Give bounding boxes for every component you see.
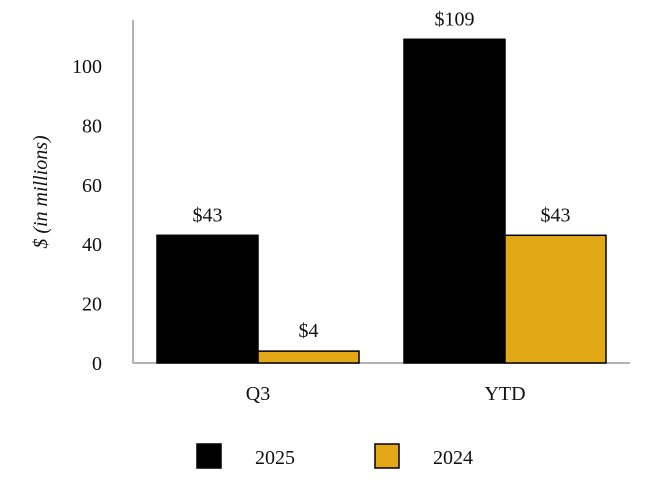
bar-2024-ytd xyxy=(504,234,607,364)
legend-label-2024: 2024 xyxy=(433,447,473,469)
y-tick-label: 20 xyxy=(82,294,102,316)
category-labels: Q3 YTD xyxy=(246,383,526,405)
legend: 2025 2024 xyxy=(196,443,473,469)
legend-label-2025: 2025 xyxy=(255,447,295,469)
y-tick-label: 0 xyxy=(92,353,102,375)
data-label-2025-ytd: $109 xyxy=(435,8,475,30)
data-label-2024-q3: $4 xyxy=(299,320,319,342)
y-tick-label: 60 xyxy=(82,175,102,197)
y-tick-label: 80 xyxy=(82,115,102,137)
data-labels: $43 $109 $4 $43 xyxy=(193,8,571,342)
legend-swatch-2024 xyxy=(374,443,400,469)
legend-swatch-2025 xyxy=(196,443,222,469)
y-tick-label: 100 xyxy=(72,56,102,78)
bar-2025-q3 xyxy=(156,234,259,364)
y-tick-label: 40 xyxy=(82,234,102,256)
category-label-q3: Q3 xyxy=(246,383,270,405)
bars xyxy=(156,38,607,364)
bar-2024-q3 xyxy=(257,350,360,364)
data-label-2025-q3: $43 xyxy=(193,204,223,226)
y-axis-title: $ (in millions) xyxy=(30,135,52,249)
data-label-2024-ytd: $43 xyxy=(541,204,571,226)
bar-2025-ytd xyxy=(403,38,506,364)
y-tick-labels: 0 20 40 60 80 100 xyxy=(72,56,102,375)
category-label-ytd: YTD xyxy=(484,383,525,405)
